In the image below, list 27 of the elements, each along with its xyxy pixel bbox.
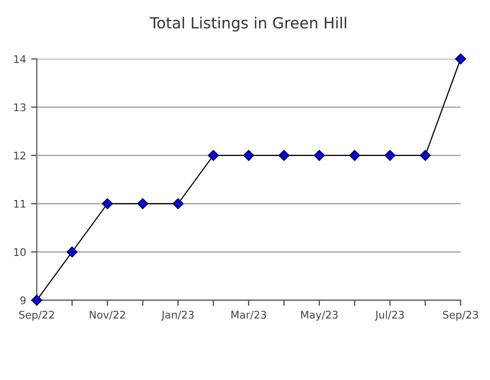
point [243,150,254,161]
chart-title: Total Listings in Green Hill [150,16,346,32]
point [349,150,360,161]
y-tick-label: 11 [14,200,26,208]
point [31,294,42,306]
point [208,150,219,161]
y-tick-label: 9 [20,296,26,304]
x-tick-label: Jan/23 [161,310,194,321]
x-tick-label: Mar/23 [231,310,266,320]
y-tick-label: 10 [14,248,26,256]
point [420,150,431,161]
x-tick-label: Jul/23 [374,310,404,321]
x-tick-label: Sep/23 [443,310,478,321]
y-tick-label: 14 [14,55,26,63]
x-tick-label: Sep/22 [19,310,54,321]
y-tick-label: 12 [14,152,26,160]
point [384,150,396,161]
point [66,246,78,258]
point [455,53,466,64]
x-tick-label: May/23 [301,310,338,321]
point [137,198,148,210]
point [278,150,290,161]
point [314,150,325,161]
y-tick-label: 13 [14,103,26,112]
x-tick-label: Nov/22 [90,310,125,320]
point [102,198,113,210]
point [172,198,184,210]
